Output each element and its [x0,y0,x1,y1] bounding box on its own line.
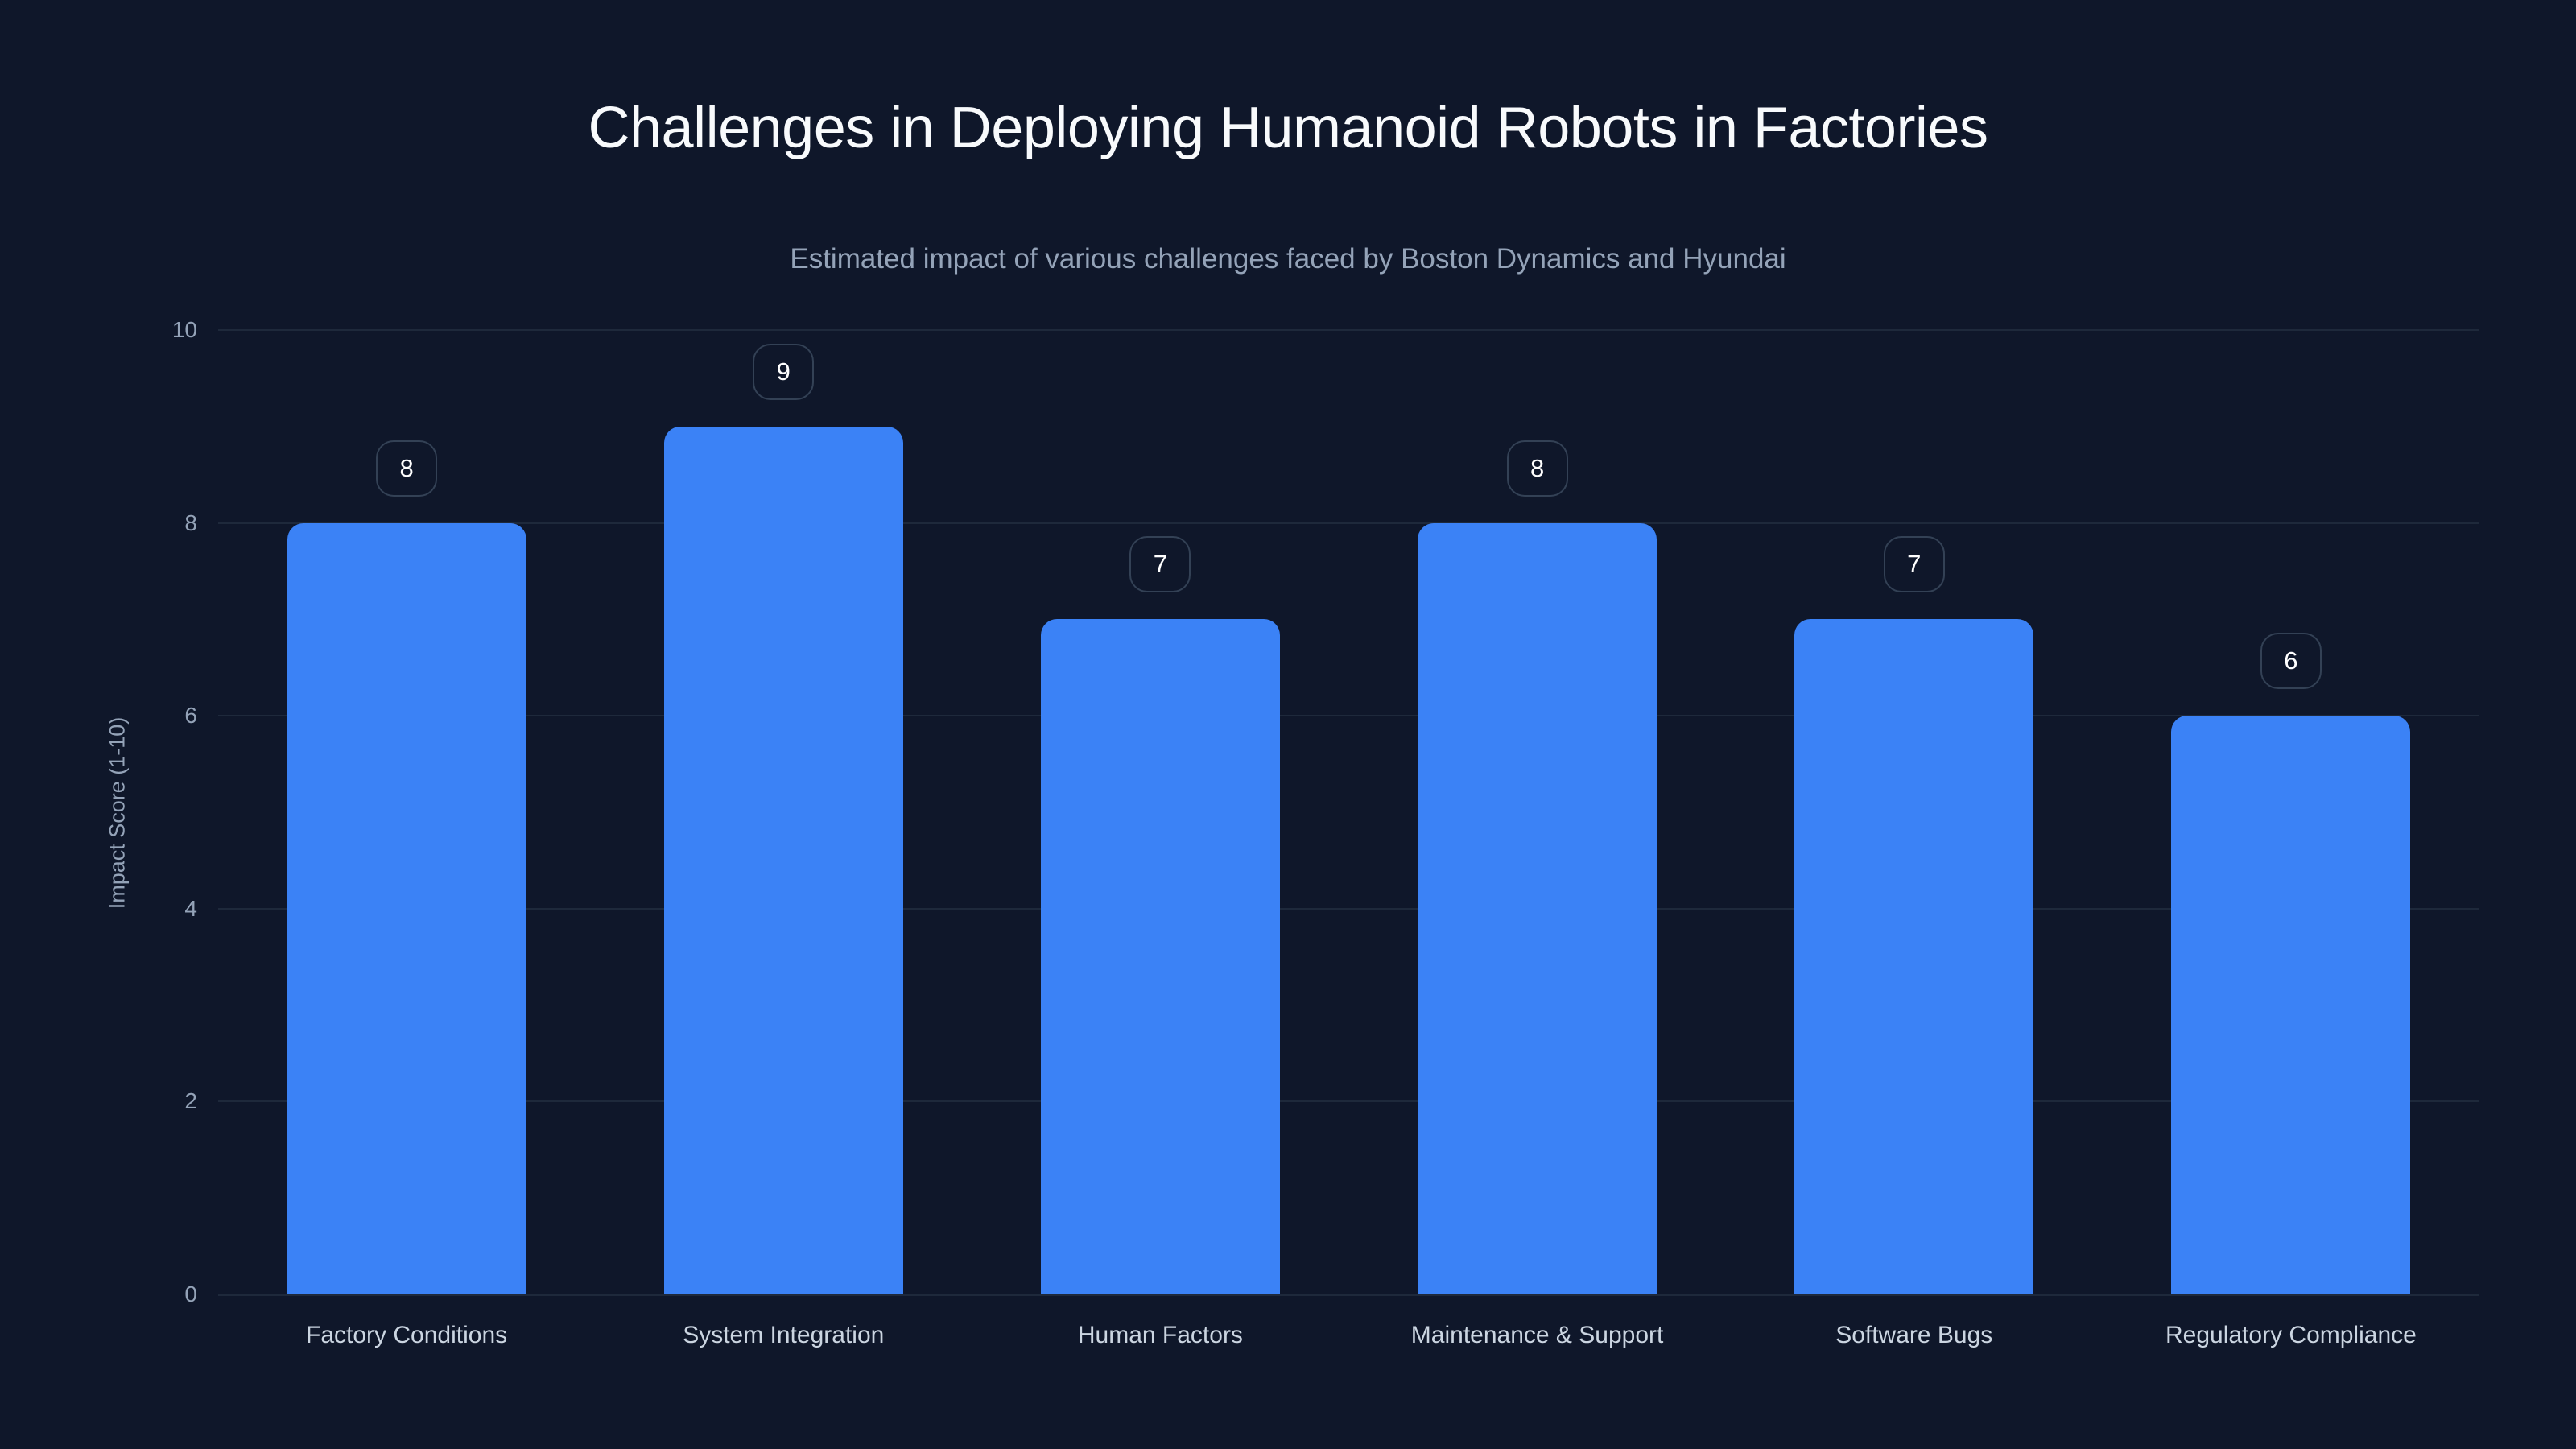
bar-factory-conditions[interactable] [287,522,526,1294]
bar-maintenance-support[interactable] [1418,522,1657,1294]
y-tick-label: 8 [184,510,197,535]
data-label: 7 [1129,536,1191,593]
gridline [218,715,2479,717]
y-tick-label: 10 [171,317,197,342]
bar-regulatory-compliance[interactable] [2171,716,2411,1294]
data-label: 9 [753,343,815,400]
bar-software-bugs[interactable] [1794,619,2034,1294]
gridline [218,907,2479,910]
chart-subtitle: Estimated impact of various challenges f… [790,243,1786,275]
y-axis-label: Impact Score (1-10) [105,716,130,910]
x-tick-label: Maintenance & Support [1410,1322,1664,1348]
chart-title: Challenges in Deploying Humanoid Robots … [588,96,1988,160]
bar-system-integration[interactable] [663,426,903,1294]
x-tick-label: Regulatory Compliance [2165,1322,2417,1348]
data-label: 7 [1883,536,1945,593]
x-tick-label: Human Factors [1077,1322,1243,1348]
x-tick-label: System Integration [683,1322,885,1348]
data-label: 8 [376,440,438,497]
y-tick-label: 0 [184,1282,197,1307]
data-label: 8 [1506,440,1568,497]
gridline [218,329,2479,331]
x-axis-line [218,1294,2479,1296]
y-tick-label: 6 [184,703,197,729]
x-tick-label: Software Bugs [1835,1322,1993,1348]
x-tick-label: Factory Conditions [306,1322,508,1348]
gridline [218,1100,2479,1103]
plot-area: 0 2 4 6 8 10 8 9 7 8 7 6 [172,317,2479,1307]
y-tick-label: 2 [184,1088,197,1114]
y-tick-label: 4 [184,895,197,921]
bar-human-factors[interactable] [1040,619,1280,1294]
gridline [218,522,2479,524]
data-label: 6 [2260,633,2322,690]
